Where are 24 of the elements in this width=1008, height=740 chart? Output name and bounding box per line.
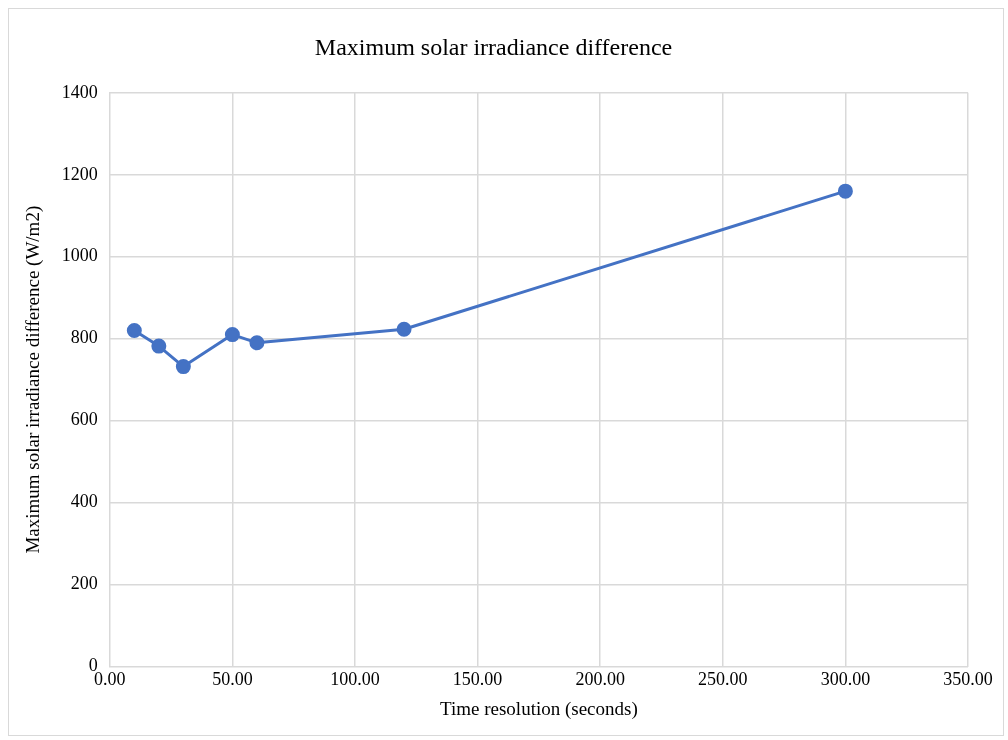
x-tick-label: 50.00 <box>212 669 253 690</box>
y-tick-label: 800 <box>70 327 98 348</box>
point <box>224 327 240 343</box>
chart-title: Maximum solar irradiance difference <box>314 33 673 60</box>
point <box>175 359 191 375</box>
point <box>249 335 265 351</box>
x-tick-label: 250.00 <box>698 669 748 690</box>
point <box>126 323 142 339</box>
point <box>396 321 412 337</box>
x-tick-label: 200.00 <box>575 669 625 690</box>
point <box>151 338 167 354</box>
y-tick-label: 1000 <box>61 245 98 266</box>
y-tick-label: 1400 <box>61 81 98 102</box>
y-axis-title: Maximum solar irradiance difference (W/m2) <box>22 205 45 554</box>
x-tick-label: 300.00 <box>820 669 871 690</box>
point <box>837 183 853 199</box>
y-tick-label: 200 <box>70 573 98 594</box>
x-tick-label: 350.00 <box>943 669 993 690</box>
y-tick-label: 600 <box>70 409 98 430</box>
x-tick-label: 150.00 <box>452 669 503 690</box>
y-tick-label: 1200 <box>61 163 98 184</box>
x-axis-title: Time resolution (seconds) <box>440 697 638 720</box>
y-tick-label: 400 <box>70 491 98 512</box>
x-tick-label: 100.00 <box>330 669 380 690</box>
